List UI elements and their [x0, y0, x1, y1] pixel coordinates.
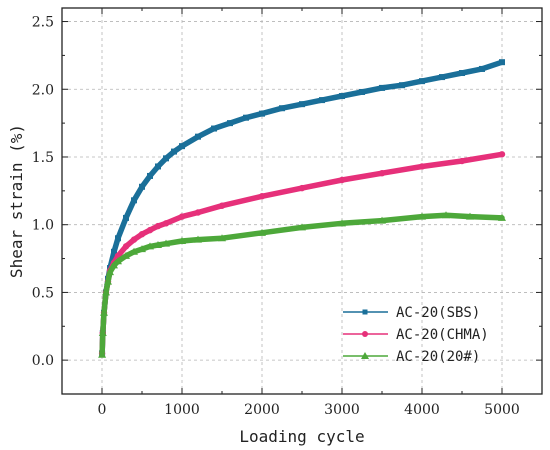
data-point-sbs — [163, 155, 169, 162]
data-point-sbs — [171, 148, 177, 155]
data-point-20 — [102, 288, 110, 296]
data-point-20 — [138, 245, 146, 253]
y-axis-label: Shear strain (%) — [7, 124, 26, 278]
data-point-sbs — [339, 93, 345, 100]
legend-marker-20 — [361, 352, 369, 359]
data-point-20 — [98, 329, 107, 337]
series-20 — [98, 211, 506, 358]
data-point-sbs — [155, 163, 161, 170]
legend-label-20: AC-20(20#) — [396, 349, 480, 365]
data-point-20 — [442, 211, 450, 219]
data-point-chma — [338, 176, 346, 184]
x-tick-label: 2000 — [244, 402, 280, 418]
x-tick-label: 0 — [98, 402, 107, 418]
data-point-20 — [258, 228, 266, 236]
data-point-sbs — [359, 88, 365, 95]
data-point-sbs — [279, 105, 285, 112]
legend-marker-chma — [362, 331, 368, 337]
data-point-20 — [162, 239, 170, 247]
data-point-sbs — [115, 235, 121, 242]
data-point-chma — [130, 236, 138, 243]
y-tick-label: 0.0 — [32, 353, 54, 369]
data-point-20 — [178, 236, 186, 244]
x-tick-label: 3000 — [324, 402, 360, 418]
y-tick-label: 1.0 — [32, 218, 54, 234]
y-tick-label: 2.5 — [32, 15, 54, 31]
data-point-20 — [218, 234, 226, 242]
data-point-20 — [466, 212, 474, 220]
data-point-20 — [106, 268, 114, 276]
data-point-20 — [154, 241, 162, 249]
data-point-20 — [378, 216, 386, 224]
data-point-chma — [162, 220, 170, 227]
data-point-20 — [122, 251, 130, 259]
data-point-chma — [194, 209, 202, 216]
x-axis-label: Loading cycle — [239, 427, 364, 446]
y-tick-label: 1.5 — [32, 150, 54, 166]
data-point-chma — [154, 222, 162, 230]
data-point-20 — [498, 213, 506, 221]
data-point-chma — [498, 151, 506, 158]
data-point-sbs — [499, 59, 505, 66]
data-point-sbs — [139, 183, 145, 190]
data-point-sbs — [111, 248, 117, 255]
data-point-chma — [178, 213, 186, 220]
data-point-chma — [138, 230, 146, 238]
data-point-sbs — [147, 172, 153, 179]
data-point-20 — [418, 212, 426, 220]
data-point-chma — [122, 243, 130, 250]
data-point-20 — [146, 242, 154, 250]
data-point-sbs — [179, 143, 185, 150]
data-point-chma — [418, 163, 426, 170]
data-point-20 — [130, 247, 138, 255]
data-point-sbs — [319, 97, 325, 104]
legend-label-chma: AC-20(CHMA) — [396, 327, 489, 343]
data-point-20 — [100, 308, 108, 316]
data-point-sbs — [439, 74, 445, 81]
data-point-sbs — [227, 120, 233, 127]
data-point-sbs — [211, 125, 217, 132]
data-point-chma — [458, 157, 466, 165]
data-point-sbs — [479, 65, 485, 72]
data-point-sbs — [195, 133, 201, 140]
legend-marker-sbs — [362, 309, 368, 315]
data-point-sbs — [379, 84, 385, 91]
legend-entry-sbs: AC-20(SBS) — [343, 305, 480, 321]
x-tick-label: 4000 — [404, 402, 440, 418]
data-point-20 — [110, 261, 118, 269]
data-point-20 — [338, 219, 346, 227]
data-point-sbs — [419, 78, 425, 85]
ticks: 0 1000 2000 3000 4000 5000 0.0 0.5 1.0 1.5 2.0 2.5 — [32, 8, 543, 418]
legend: AC-20(SBS) AC-20(CHMA) AC-20(20#) — [343, 305, 489, 365]
data-point-sbs — [123, 214, 129, 221]
legend-entry-chma: AC-20(CHMA) — [343, 327, 489, 343]
data-point-sbs — [131, 197, 137, 204]
series-layer — [98, 59, 506, 358]
data-point-sbs — [243, 114, 249, 121]
y-tick-label: 0.5 — [32, 285, 54, 301]
data-point-sbs — [459, 70, 465, 77]
data-point-20 — [194, 235, 202, 243]
data-point-chma — [298, 184, 306, 192]
data-point-20 — [98, 350, 107, 358]
data-point-sbs — [299, 101, 305, 108]
x-tick-label: 1000 — [164, 402, 200, 418]
data-point-20 — [298, 223, 306, 231]
legend-label-sbs: AC-20(SBS) — [396, 305, 480, 321]
x-tick-label: 5000 — [484, 402, 520, 418]
y-tick-label: 2.0 — [32, 82, 54, 98]
data-point-20 — [114, 257, 122, 265]
grid — [62, 8, 542, 394]
data-point-chma — [258, 193, 266, 200]
data-point-chma — [378, 170, 386, 177]
data-point-chma — [218, 202, 226, 209]
data-point-20 — [104, 277, 112, 285]
data-point-sbs — [399, 82, 405, 89]
data-point-chma — [146, 226, 154, 234]
data-point-sbs — [259, 110, 265, 117]
legend-entry-20: AC-20(20#) — [343, 349, 480, 365]
